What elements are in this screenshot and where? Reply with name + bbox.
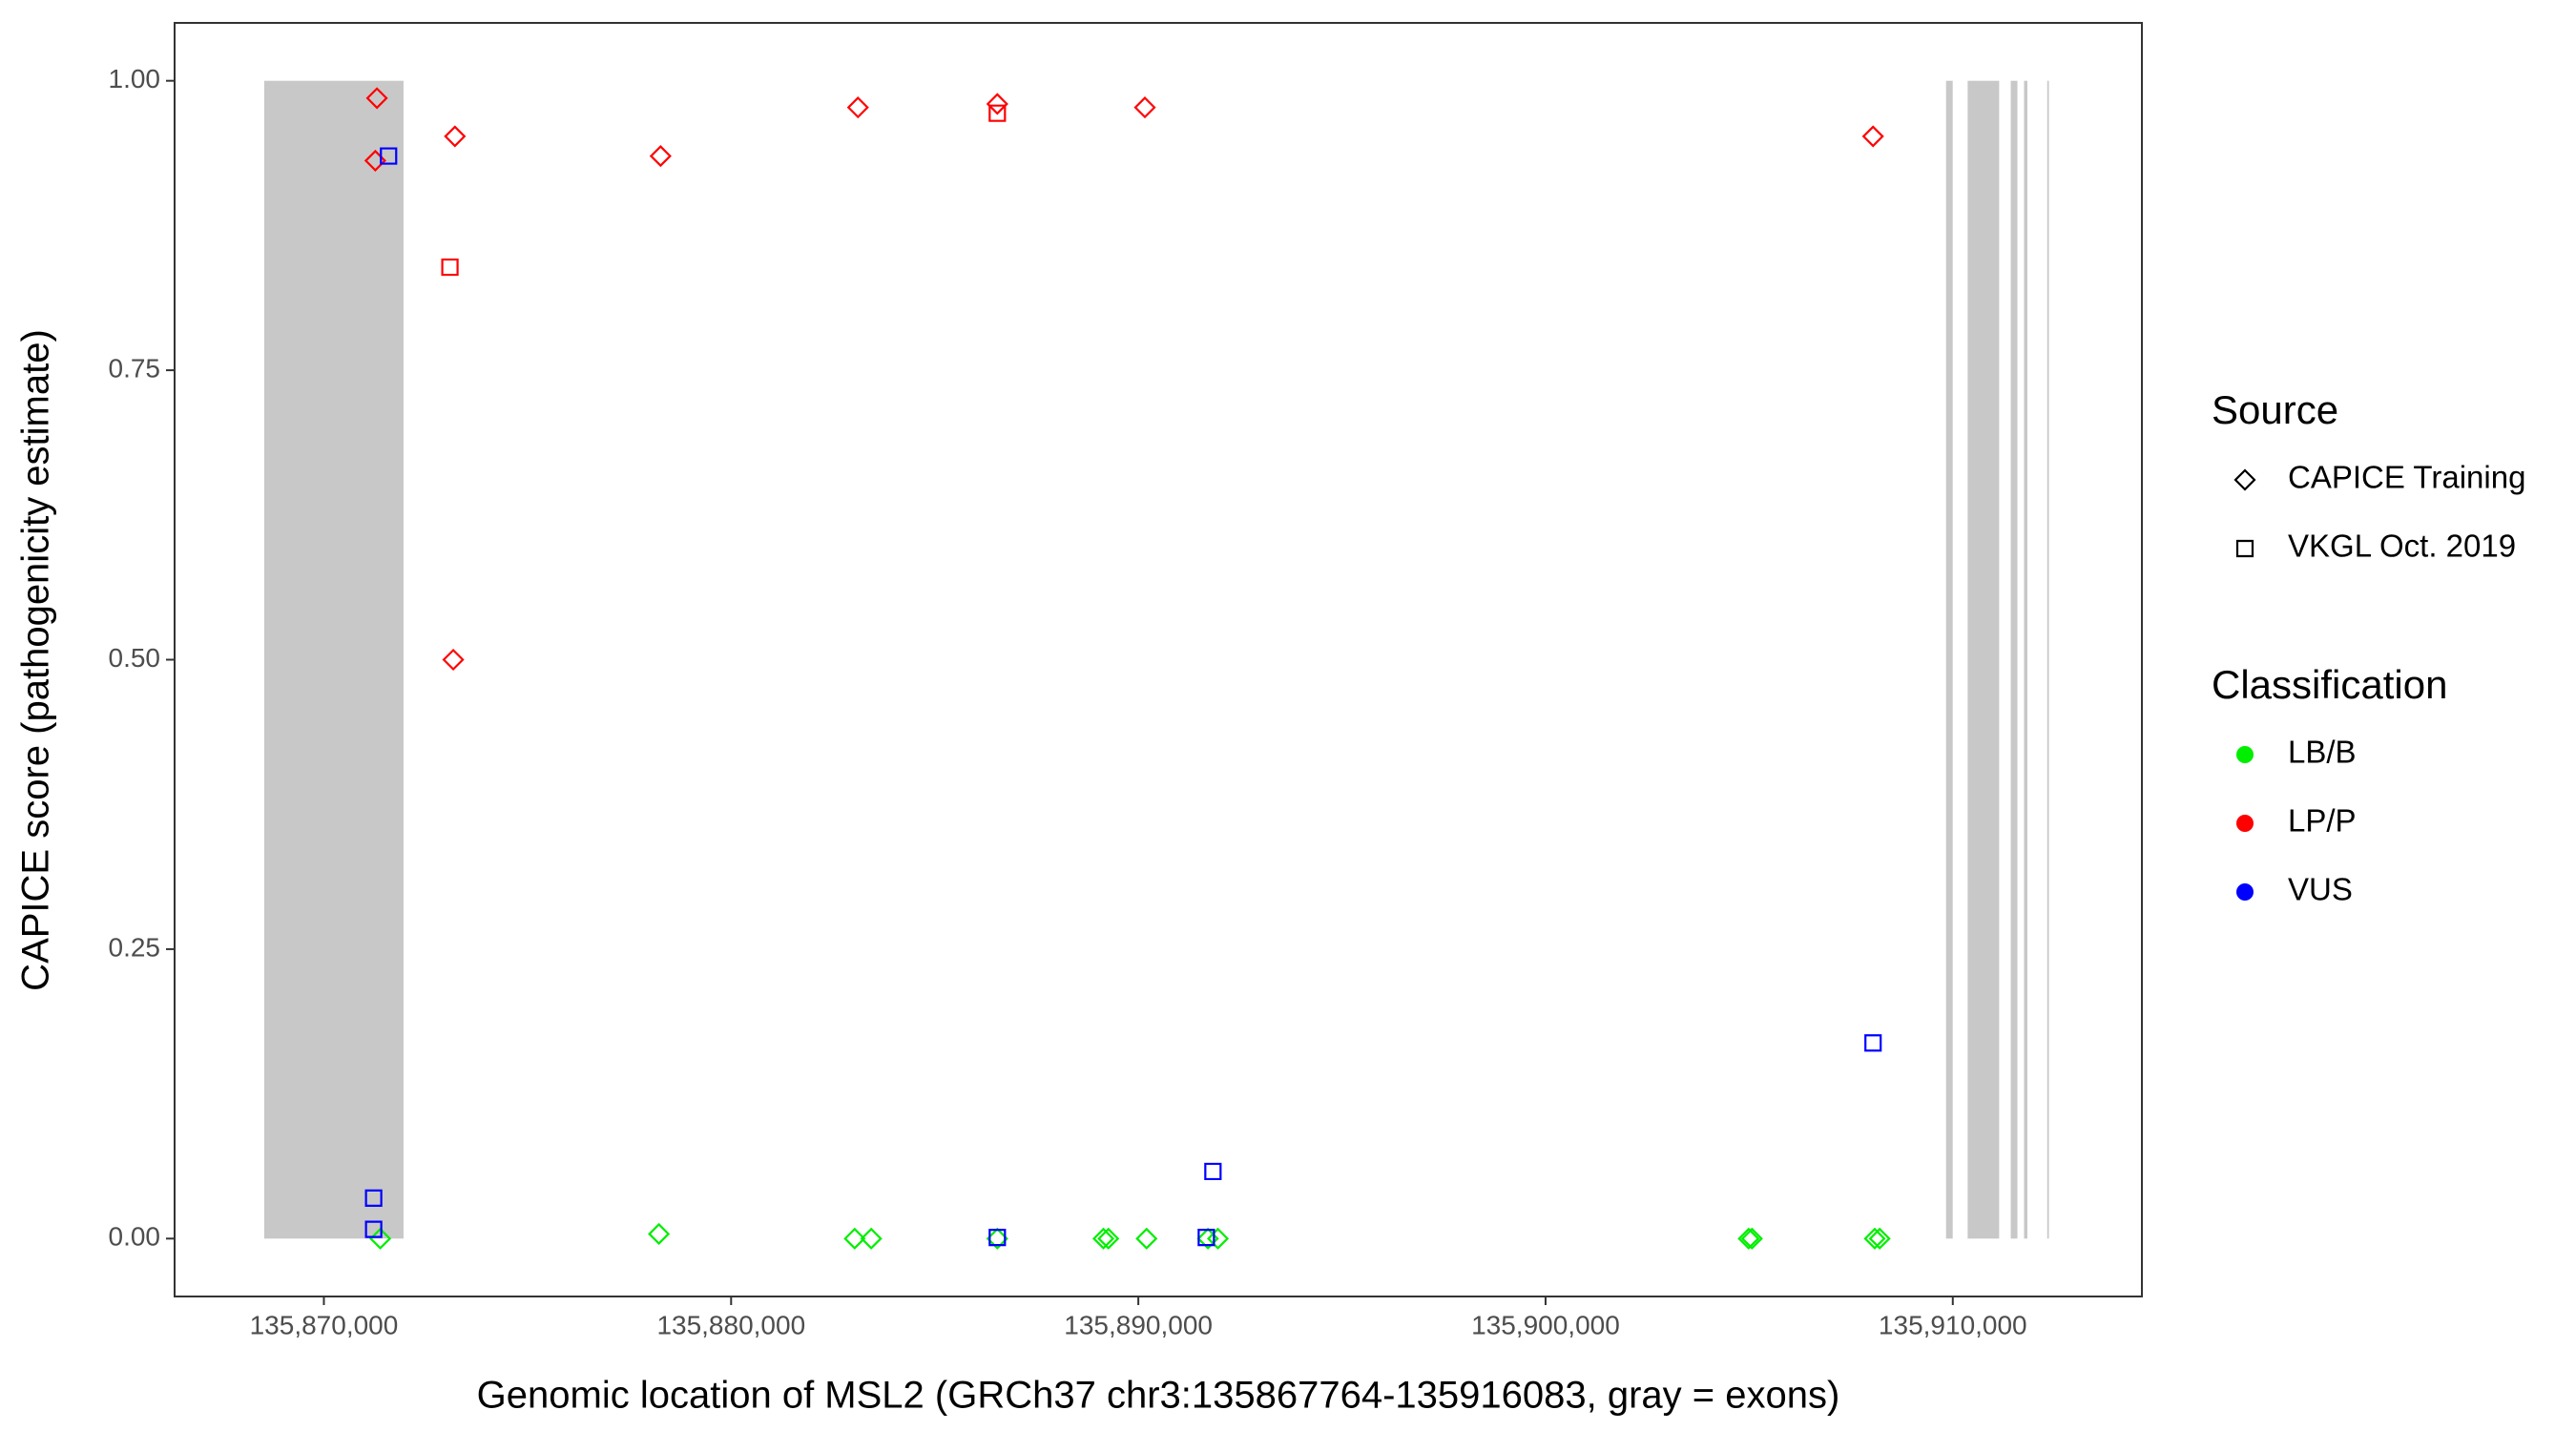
data-point bbox=[648, 1222, 671, 1246]
exon bbox=[2010, 80, 2018, 1239]
data-point bbox=[1864, 1034, 1882, 1052]
data-point bbox=[649, 145, 672, 168]
x-tick-label: 135,910,000 bbox=[1879, 1310, 2027, 1339]
legend-key bbox=[2235, 539, 2254, 558]
data-point bbox=[1135, 1227, 1158, 1250]
y-axis-title: CAPICE score (pathogenicity estimate) bbox=[15, 329, 57, 991]
data-point bbox=[1740, 1227, 1763, 1250]
legend-title: Classification bbox=[2212, 662, 2447, 707]
legend-label: VUS bbox=[2288, 872, 2353, 907]
legend-label: CAPICE Training bbox=[2288, 460, 2525, 495]
data-point bbox=[1863, 1227, 1886, 1250]
legend-label: LP/P bbox=[2288, 803, 2357, 839]
data-point bbox=[1737, 1227, 1760, 1250]
data-point bbox=[442, 648, 465, 672]
data-point bbox=[1204, 1162, 1222, 1181]
data-point bbox=[1861, 125, 1884, 148]
y-tick-label: 0.00 bbox=[109, 1222, 161, 1252]
data-point bbox=[365, 87, 388, 110]
exon bbox=[2024, 80, 2027, 1239]
data-point bbox=[369, 1227, 392, 1250]
legend-key bbox=[2233, 468, 2256, 491]
data-point bbox=[1868, 1227, 1891, 1250]
data-point bbox=[1133, 96, 1156, 119]
legend-key bbox=[2236, 883, 2254, 901]
x-tick-label: 135,880,000 bbox=[656, 1310, 805, 1339]
exon bbox=[263, 80, 404, 1239]
y-tick-label: 0.25 bbox=[109, 932, 161, 962]
x-tick-label: 135,870,000 bbox=[250, 1310, 399, 1339]
data-point bbox=[846, 96, 869, 119]
data-point bbox=[860, 1227, 883, 1250]
legend-label: VKGL Oct. 2019 bbox=[2288, 529, 2516, 564]
x-tick-label: 135,890,000 bbox=[1064, 1310, 1213, 1339]
data-point bbox=[988, 1229, 1007, 1247]
legend-key bbox=[2236, 746, 2254, 763]
x-tick-label: 135,900,000 bbox=[1471, 1310, 1620, 1339]
data-point bbox=[364, 1220, 383, 1238]
y-tick-label: 0.50 bbox=[109, 643, 161, 673]
data-point bbox=[1091, 1227, 1115, 1250]
data-point bbox=[364, 1189, 383, 1207]
data-point bbox=[986, 1227, 1008, 1250]
x-axis-title: Genomic location of MSL2 (GRCh37 chr3:13… bbox=[477, 1375, 1840, 1417]
y-tick-label: 0.75 bbox=[109, 353, 161, 383]
exon bbox=[1945, 80, 1953, 1239]
data-point bbox=[988, 104, 1007, 122]
data-point bbox=[986, 93, 1008, 115]
data-point bbox=[843, 1227, 866, 1250]
data-point bbox=[380, 147, 398, 165]
exon bbox=[1967, 80, 2000, 1239]
panel-border bbox=[174, 22, 2143, 1297]
data-point bbox=[1197, 1229, 1215, 1247]
data-point bbox=[1206, 1227, 1230, 1250]
legend-title: Source bbox=[2212, 387, 2338, 432]
data-point bbox=[441, 258, 459, 277]
legend-label: LB/B bbox=[2288, 735, 2357, 770]
y-tick-label: 1.00 bbox=[109, 64, 161, 93]
data-point bbox=[1097, 1227, 1120, 1250]
legend-key bbox=[2236, 815, 2254, 832]
data-point bbox=[444, 125, 467, 148]
exon bbox=[2046, 80, 2049, 1239]
